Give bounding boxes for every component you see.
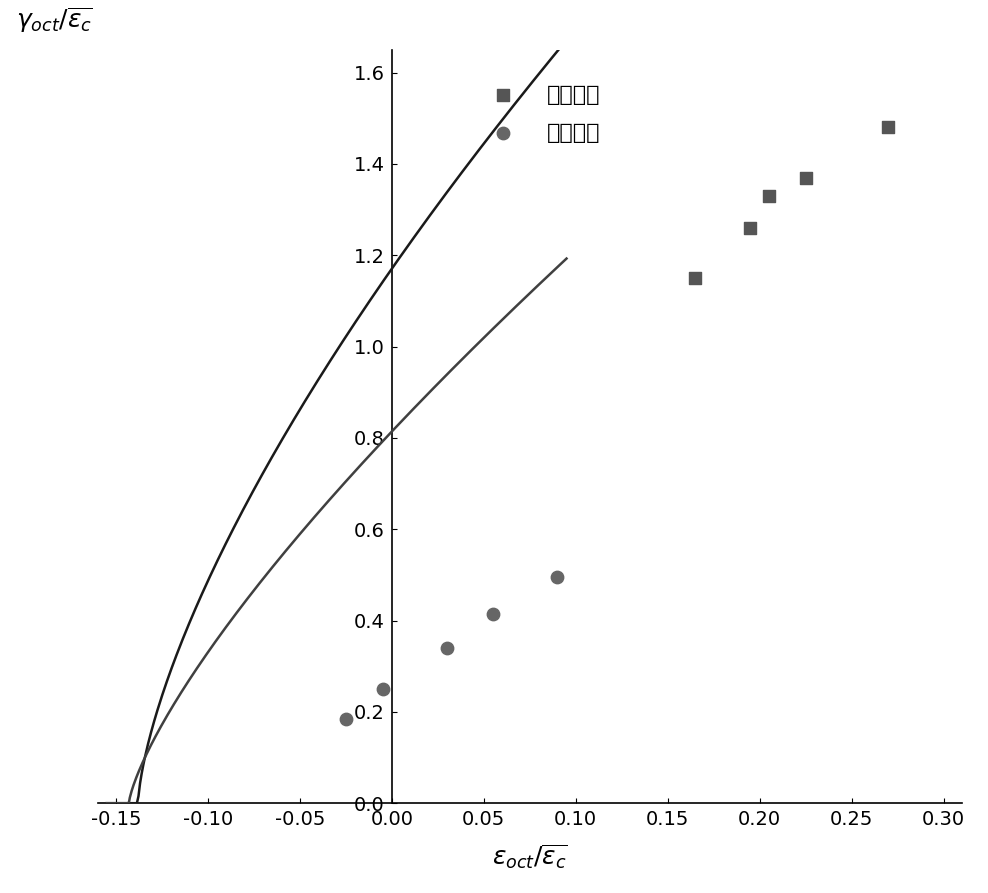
压子午线 — [743, 221, 759, 235]
拉子午线 — [439, 641, 454, 655]
压子午线 — [761, 188, 777, 203]
拉子午线 — [374, 682, 390, 697]
拉子午线 — [485, 606, 501, 621]
压子午线 — [880, 121, 896, 135]
压子午线 — [797, 171, 813, 185]
Y-axis label: $\gamma_{oct}/\overline{\varepsilon_c}$: $\gamma_{oct}/\overline{\varepsilon_c}$ — [16, 5, 93, 35]
X-axis label: $\varepsilon_{oct}/\overline{\varepsilon_c}$: $\varepsilon_{oct}/\overline{\varepsilon… — [492, 843, 567, 872]
Legend: 压子午线, 拉子午线: 压子午线, 拉子午线 — [471, 76, 610, 152]
拉子午线 — [338, 712, 354, 726]
拉子午线 — [549, 570, 565, 584]
压子午线 — [688, 271, 703, 285]
